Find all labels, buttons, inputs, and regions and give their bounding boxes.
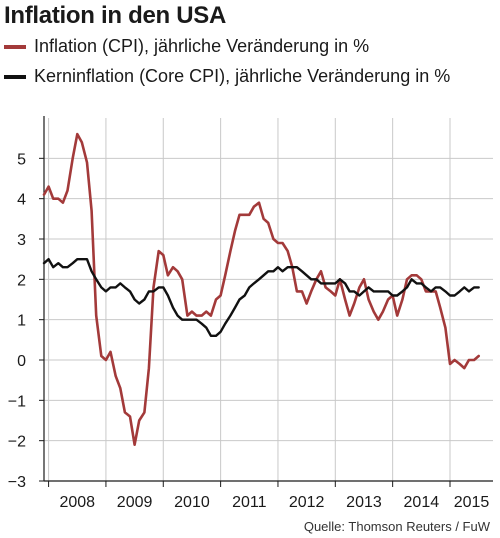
legend-item-core: Kerninflation (Core CPI), jährliche Verä…	[4, 66, 450, 87]
source-note: Quelle: Thomson Reuters / FuW	[303, 519, 490, 534]
y-tick-label-1: 4	[17, 192, 26, 209]
series-line-cpi	[42, 132, 481, 447]
chart-title: Inflation in den USA	[4, 2, 226, 29]
y-tick-label-7: −2	[8, 434, 26, 451]
x-tick-label-7: 2015	[454, 494, 490, 511]
series-line-core	[42, 258, 480, 337]
x-tick-label-2: 2010	[174, 494, 210, 511]
legend-swatch-core	[4, 74, 26, 79]
y-tick-label-2: 3	[17, 232, 26, 249]
legend-label-core: Kerninflation (Core CPI), jährliche Verä…	[34, 66, 451, 86]
x-tick-label-3: 2011	[232, 494, 267, 511]
y-tick-label-0: 5	[17, 151, 26, 168]
y-tick-label-4: 1	[17, 313, 26, 330]
x-tick-label-0: 2008	[59, 494, 95, 511]
x-tick-label-4: 2012	[289, 494, 325, 511]
x-tick-label-5: 2013	[346, 494, 382, 511]
x-tick-label-6: 2014	[404, 494, 440, 511]
y-tick-label-6: −1	[8, 393, 26, 410]
y-tick-label-3: 2	[17, 272, 26, 289]
legend-label-cpi: Inflation (CPI), jährliche Veränderung i…	[34, 36, 370, 56]
x-tick-label-1: 2009	[117, 494, 153, 511]
y-tick-label-8: −3	[8, 474, 26, 491]
y-tick-label-5: 0	[17, 353, 26, 370]
legend-item-cpi: Inflation (CPI), jährliche Veränderung i…	[4, 36, 369, 57]
legend-swatch-cpi	[4, 44, 26, 49]
